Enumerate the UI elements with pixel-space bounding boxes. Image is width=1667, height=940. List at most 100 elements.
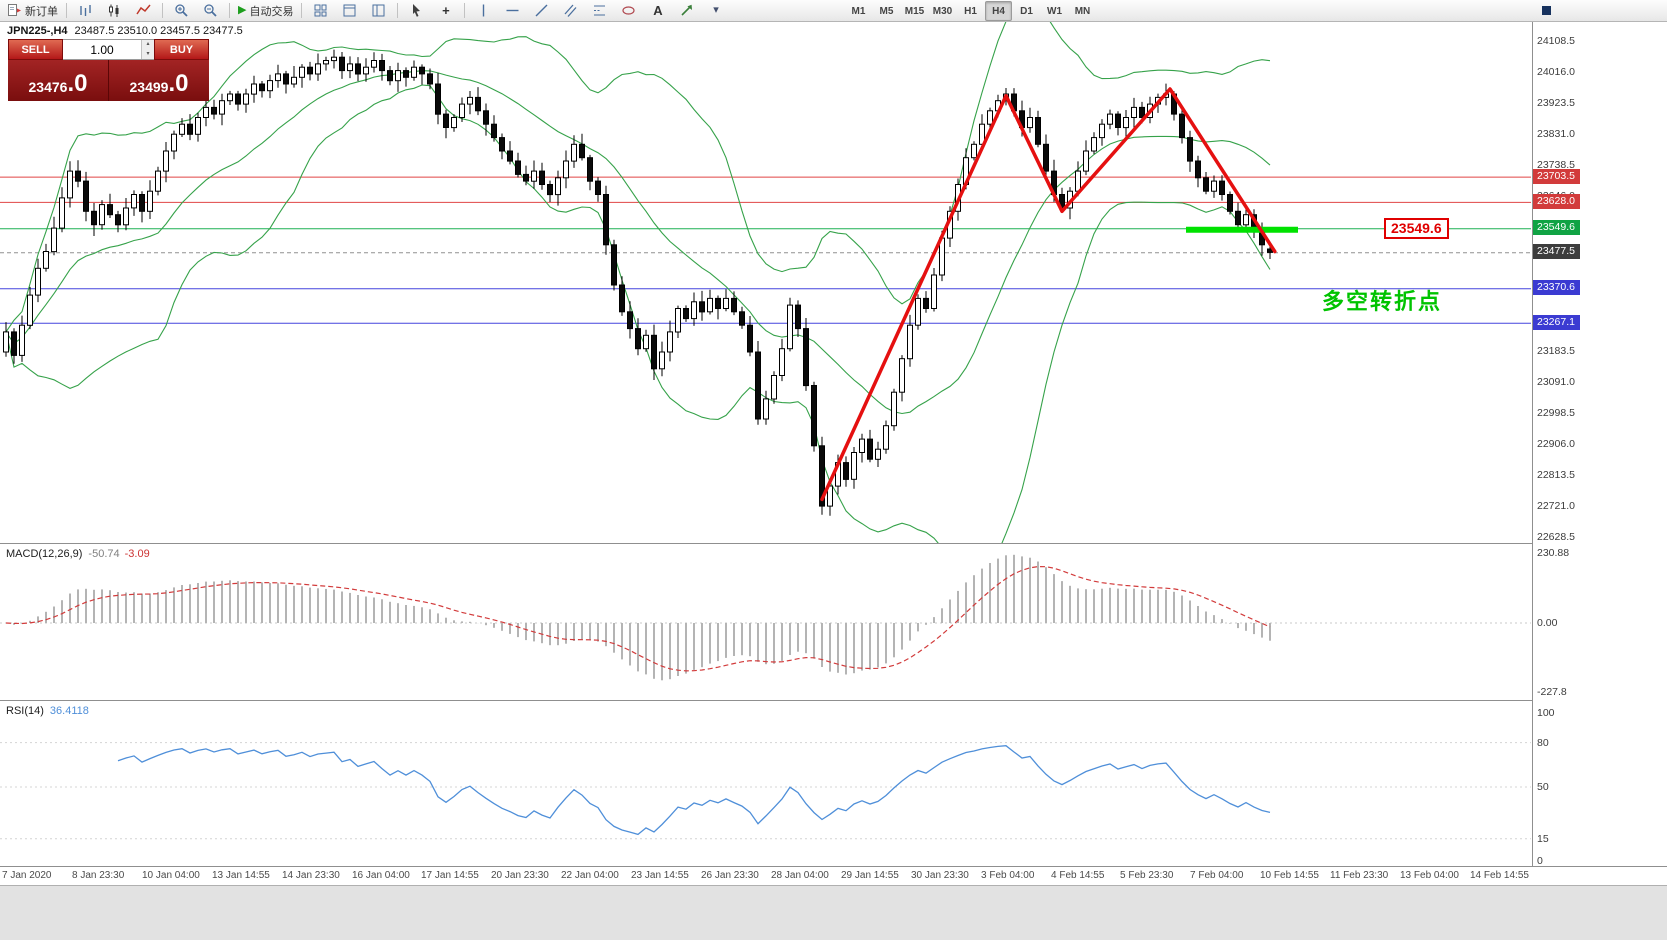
rsi-value: 36.4118 (49, 705, 89, 717)
rsi-name: RSI(14) (6, 705, 44, 717)
tile-windows-button[interactable] (306, 0, 335, 21)
new-order-label: 新订单 (25, 5, 58, 18)
cursor-icon (413, 4, 421, 17)
zoom-in-button[interactable] (167, 0, 196, 21)
navigator-icon (372, 4, 385, 17)
ellipse-tool-button[interactable] (614, 0, 643, 21)
time-axis-label: 13 Jan 14:55 (212, 870, 270, 881)
line-chart-icon (136, 4, 151, 15)
price-axis[interactable]: 24108.524016.023923.523831.023738.523646… (1532, 22, 1667, 867)
price-axis-tag: 23477.5 (1533, 244, 1580, 259)
candlestick-chart-button[interactable] (100, 0, 129, 21)
rsi-axis-label: 15 (1537, 833, 1549, 845)
time-axis-label: 14 Jan 23:30 (282, 870, 340, 881)
volume-input[interactable] (63, 40, 141, 59)
panel-separator[interactable] (0, 700, 1667, 701)
timeframe-button-m15[interactable]: M15 (904, 5, 925, 17)
timeframe-button-d1[interactable]: D1 (1020, 5, 1033, 17)
zoom-out-button[interactable] (196, 0, 225, 21)
crosshair-icon: + (442, 3, 450, 18)
timeframe-button-w1[interactable]: W1 (1047, 5, 1062, 17)
rsi-panel[interactable]: RSI(14) 36.4118 (0, 701, 1532, 866)
trendline-icon (535, 4, 548, 17)
arrows-tool-button[interactable] (672, 0, 701, 21)
autotrading-button[interactable]: ▶ 自动交易 (234, 0, 297, 21)
macd-main-value: -50.74 (88, 548, 120, 560)
price-axis-label: 22813.5 (1537, 469, 1575, 481)
price-axis-label: 23738.5 (1537, 159, 1575, 171)
price-axis-tag: 23703.5 (1533, 169, 1580, 184)
price-axis-tag: 23628.0 (1533, 194, 1580, 209)
ellipse-icon (622, 6, 636, 15)
tile-windows-icon (314, 4, 327, 17)
chart-title: JPN225-,H4 23487.5 23510.0 23457.5 23477.… (7, 25, 243, 37)
time-axis[interactable]: 7 Jan 2020 8 Jan 23:30 10 Jan 04:00 13 Jan … (0, 867, 1667, 885)
horizontal-line-tool-button[interactable] (498, 0, 527, 21)
price-axis-label: 22998.5 (1537, 407, 1575, 419)
toolbar-separator (66, 3, 67, 18)
arrows-dropdown-button[interactable]: ▾ (701, 0, 730, 21)
price-axis-label: 22628.5 (1537, 531, 1575, 543)
trendline-tool-button[interactable] (527, 0, 556, 21)
chevron-down-icon: ▾ (713, 4, 719, 16)
text-tool-button[interactable]: A (643, 0, 672, 21)
channel-tool-button[interactable] (556, 0, 585, 21)
timeframe-button-m30[interactable]: M30 (932, 5, 953, 17)
macd-panel[interactable]: MACD(12,26,9) -50.74 -3.09 (0, 544, 1532, 700)
rsi-axis-label: 100 (1537, 707, 1555, 719)
navigator-button[interactable] (364, 0, 393, 21)
price-axis-label: 22906.0 (1537, 438, 1575, 450)
time-axis-label: 29 Jan 14:55 (841, 870, 899, 881)
sell-button[interactable]: SELL (8, 39, 63, 60)
zoom-in-icon (175, 4, 188, 17)
volume-spin-up-icon[interactable]: ▴ (142, 40, 154, 50)
data-window-button[interactable] (335, 0, 364, 21)
crosshair-tool-button[interactable]: + (431, 0, 460, 21)
bar-chart-icon (80, 5, 91, 16)
rsi-axis-label: 80 (1537, 737, 1549, 749)
price-chart-panel[interactable]: JPN225-,H4 23487.5 23510.0 23457.5 23477.… (0, 22, 1532, 543)
price-axis-label: 23923.5 (1537, 97, 1575, 109)
time-axis-label: 10 Feb 14:55 (1260, 870, 1319, 881)
bottom-strip (0, 885, 1667, 940)
zoom-out-icon (204, 4, 217, 17)
timeframe-button-m1[interactable]: M1 (851, 5, 866, 17)
timeframe-button-h1[interactable]: H1 (964, 5, 977, 17)
chart-annotation-text: 多空转折点 (1322, 289, 1443, 314)
price-axis-label: 23091.0 (1537, 376, 1575, 388)
chart-symbol-timeframe: JPN225-,H4 (7, 25, 68, 37)
sell-price-frac: .0 (67, 70, 88, 97)
time-axis-label: 3 Feb 04:00 (981, 870, 1035, 881)
timeframe-button-mn[interactable]: MN (1074, 5, 1091, 17)
buy-button[interactable]: BUY (154, 39, 209, 60)
time-axis-label: 11 Feb 23:30 (1330, 870, 1389, 881)
price-axis-label: 23831.0 (1537, 128, 1575, 140)
price-axis-tag: 23267.1 (1533, 315, 1580, 330)
buy-price-button[interactable]: 23499.0 (109, 60, 209, 101)
time-axis-label: 22 Jan 04:00 (561, 870, 619, 881)
toolbar-separator (229, 3, 230, 18)
timeframe-bar: M1 M5 M15 M30 H1 H4 D1 W1 MN (845, 1, 1096, 21)
line-chart-button[interactable] (129, 0, 158, 21)
volume-spin-down-icon[interactable]: ▾ (142, 49, 154, 59)
price-axis-label: 24016.0 (1537, 66, 1575, 78)
sell-price-button[interactable]: 23476.0 (8, 60, 109, 101)
time-axis-label: 8 Jan 23:30 (72, 870, 125, 881)
time-axis-label: 5 Feb 23:30 (1120, 870, 1174, 881)
cursor-tool-button[interactable] (402, 0, 431, 21)
fibonacci-icon (594, 5, 606, 16)
fibonacci-tool-button[interactable] (585, 0, 614, 21)
macd-axis-label: 230.88 (1537, 547, 1570, 559)
macd-canvas (0, 554, 1531, 681)
rsi-axis-label: 50 (1537, 781, 1549, 793)
new-order-button[interactable]: 新订单 (3, 0, 62, 21)
time-axis-label: 28 Jan 04:00 (771, 870, 829, 881)
chart-corner-marker (1542, 6, 1551, 15)
bar-chart-button[interactable] (71, 0, 100, 21)
vertical-line-icon (483, 4, 485, 17)
timeframe-button-m5[interactable]: M5 (879, 5, 894, 17)
horizontal-line-icon (506, 9, 519, 12)
panel-separator[interactable] (0, 543, 1667, 544)
timeframe-button-h4[interactable]: H4 (985, 1, 1012, 21)
vertical-line-tool-button[interactable] (469, 0, 498, 21)
